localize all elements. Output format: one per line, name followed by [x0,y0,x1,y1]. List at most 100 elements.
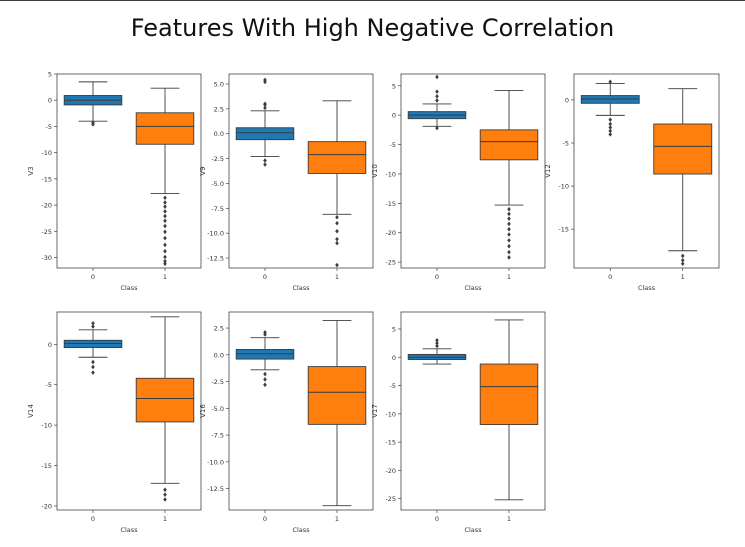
outlier-point [608,117,613,122]
box-class-0 [407,74,467,131]
subplot-v3: 5 0 -5 -10 -15 -20 -25 -30 0 1 Class V3 [27,71,202,292]
x-tick-label: 0 [435,515,439,523]
y-tick-label: 0 [565,96,569,104]
iqr-box [479,129,539,161]
outlier-point [507,211,511,217]
outlier-point [680,253,685,259]
iqr-box [235,127,295,141]
subplot-v16: 2.5 0.0 -2.5 -5.0 -7.5 -10.0 -12.5 0 1 Class V16 [199,311,374,534]
outlier-point [507,243,511,249]
y-tick-label: 5 [392,325,396,333]
x-tick-label: 1 [507,273,511,281]
x-tick-label: 0 [608,273,612,281]
iqr-box [135,112,195,145]
outlier-point [263,377,267,382]
box-class-1 [135,316,195,502]
y-tick-label: -5 [46,123,52,131]
top-border [0,0,745,1]
y-tick-label: -15 [41,462,52,470]
y-tick-label: -5 [46,381,52,389]
y-tick-label: 0.0 [214,351,224,359]
outlier-point [263,101,267,107]
outlier-point [163,487,167,493]
axes-frame [228,311,374,511]
y-tick-label: -5.0 [211,180,224,188]
axes-frame [228,73,374,269]
x-tick-label: 0 [435,273,439,281]
y-tick-label: -10 [41,422,52,430]
outlier-point [263,105,267,111]
box-class-1 [307,100,367,268]
outlier-point [163,248,167,254]
y-axis-label: V9 [199,166,207,175]
y-tick-label: -25 [385,495,396,503]
outlier-point [91,122,95,127]
box-class-1 [653,88,713,266]
outlier-point [680,257,685,263]
y-tick-label: -7.5 [211,205,224,213]
y-tick-label: -5 [563,139,569,147]
outlier-point [507,206,511,212]
outlier-point [163,229,167,235]
y-axis-label: V12 [544,164,552,178]
outlier-point [263,371,267,377]
outlier-point [335,236,339,242]
box-class-1 [135,87,195,267]
outlier-point [263,158,267,163]
y-tick-label: -10 [385,410,396,418]
y-tick-label: -12.5 [207,255,224,263]
y-tick-label: 0.0 [214,130,224,138]
y-tick-label: -20 [41,202,52,210]
outlier-point [91,370,95,375]
iqr-box [307,366,367,425]
outlier-point [163,261,167,267]
box-class-0 [235,330,295,388]
outlier-point [163,242,167,248]
outlier-point [263,330,267,335]
y-tick-label: -25 [385,259,396,267]
y-tick-label: -10 [385,170,396,178]
subplot-v9: 5.0 2.5 0.0 -2.5 -5.0 -7.5 -10.0 -12.5 0 1 Class V9 [199,73,374,292]
x-tick-label: 1 [507,515,511,523]
x-tick-label: 0 [263,515,267,523]
y-tick-label: -10 [558,183,569,191]
outlier-point [435,340,439,346]
outlier-point [608,132,613,137]
outlier-point [163,209,167,214]
outlier-point [507,221,511,227]
x-tick-label: 1 [335,273,339,281]
subplot-v14: 0 -5 -10 -15 -20 0 1 Class V14 [27,311,202,534]
outlier-point [608,125,613,130]
outlier-point [163,497,167,502]
y-tick-label: -20 [385,467,396,475]
y-tick-label: 5 [392,82,396,90]
y-tick-label: 5 [48,71,52,79]
outlier-point [91,321,95,326]
y-tick-label: 0 [392,354,396,362]
axes-frame [56,73,202,269]
box-class-0 [235,77,295,167]
axes-frame [573,73,720,269]
y-tick-label: -25 [41,228,52,236]
outlier-point [163,254,167,260]
x-axis-label: Class [120,284,138,292]
y-axis-label: V3 [27,166,35,175]
outlier-point [507,255,511,260]
outlier-point [163,223,167,229]
box-class-0 [407,337,467,365]
box-class-1 [479,90,539,260]
outlier-point [608,121,613,127]
y-tick-label: -2.5 [211,155,224,163]
y-tick-label: 5.0 [214,80,224,88]
outlier-point [163,204,167,209]
outlier-point [435,98,439,103]
y-tick-label: -15 [385,439,396,447]
y-tick-label: 0 [392,112,396,120]
figure-title: Features With High Negative Correlation [130,14,615,42]
outlier-point [435,74,439,80]
iqr-box [479,363,539,426]
x-tick-label: 1 [335,515,339,523]
outlier-point [335,228,339,234]
outlier-point [335,240,339,246]
outlier-point [335,262,339,268]
